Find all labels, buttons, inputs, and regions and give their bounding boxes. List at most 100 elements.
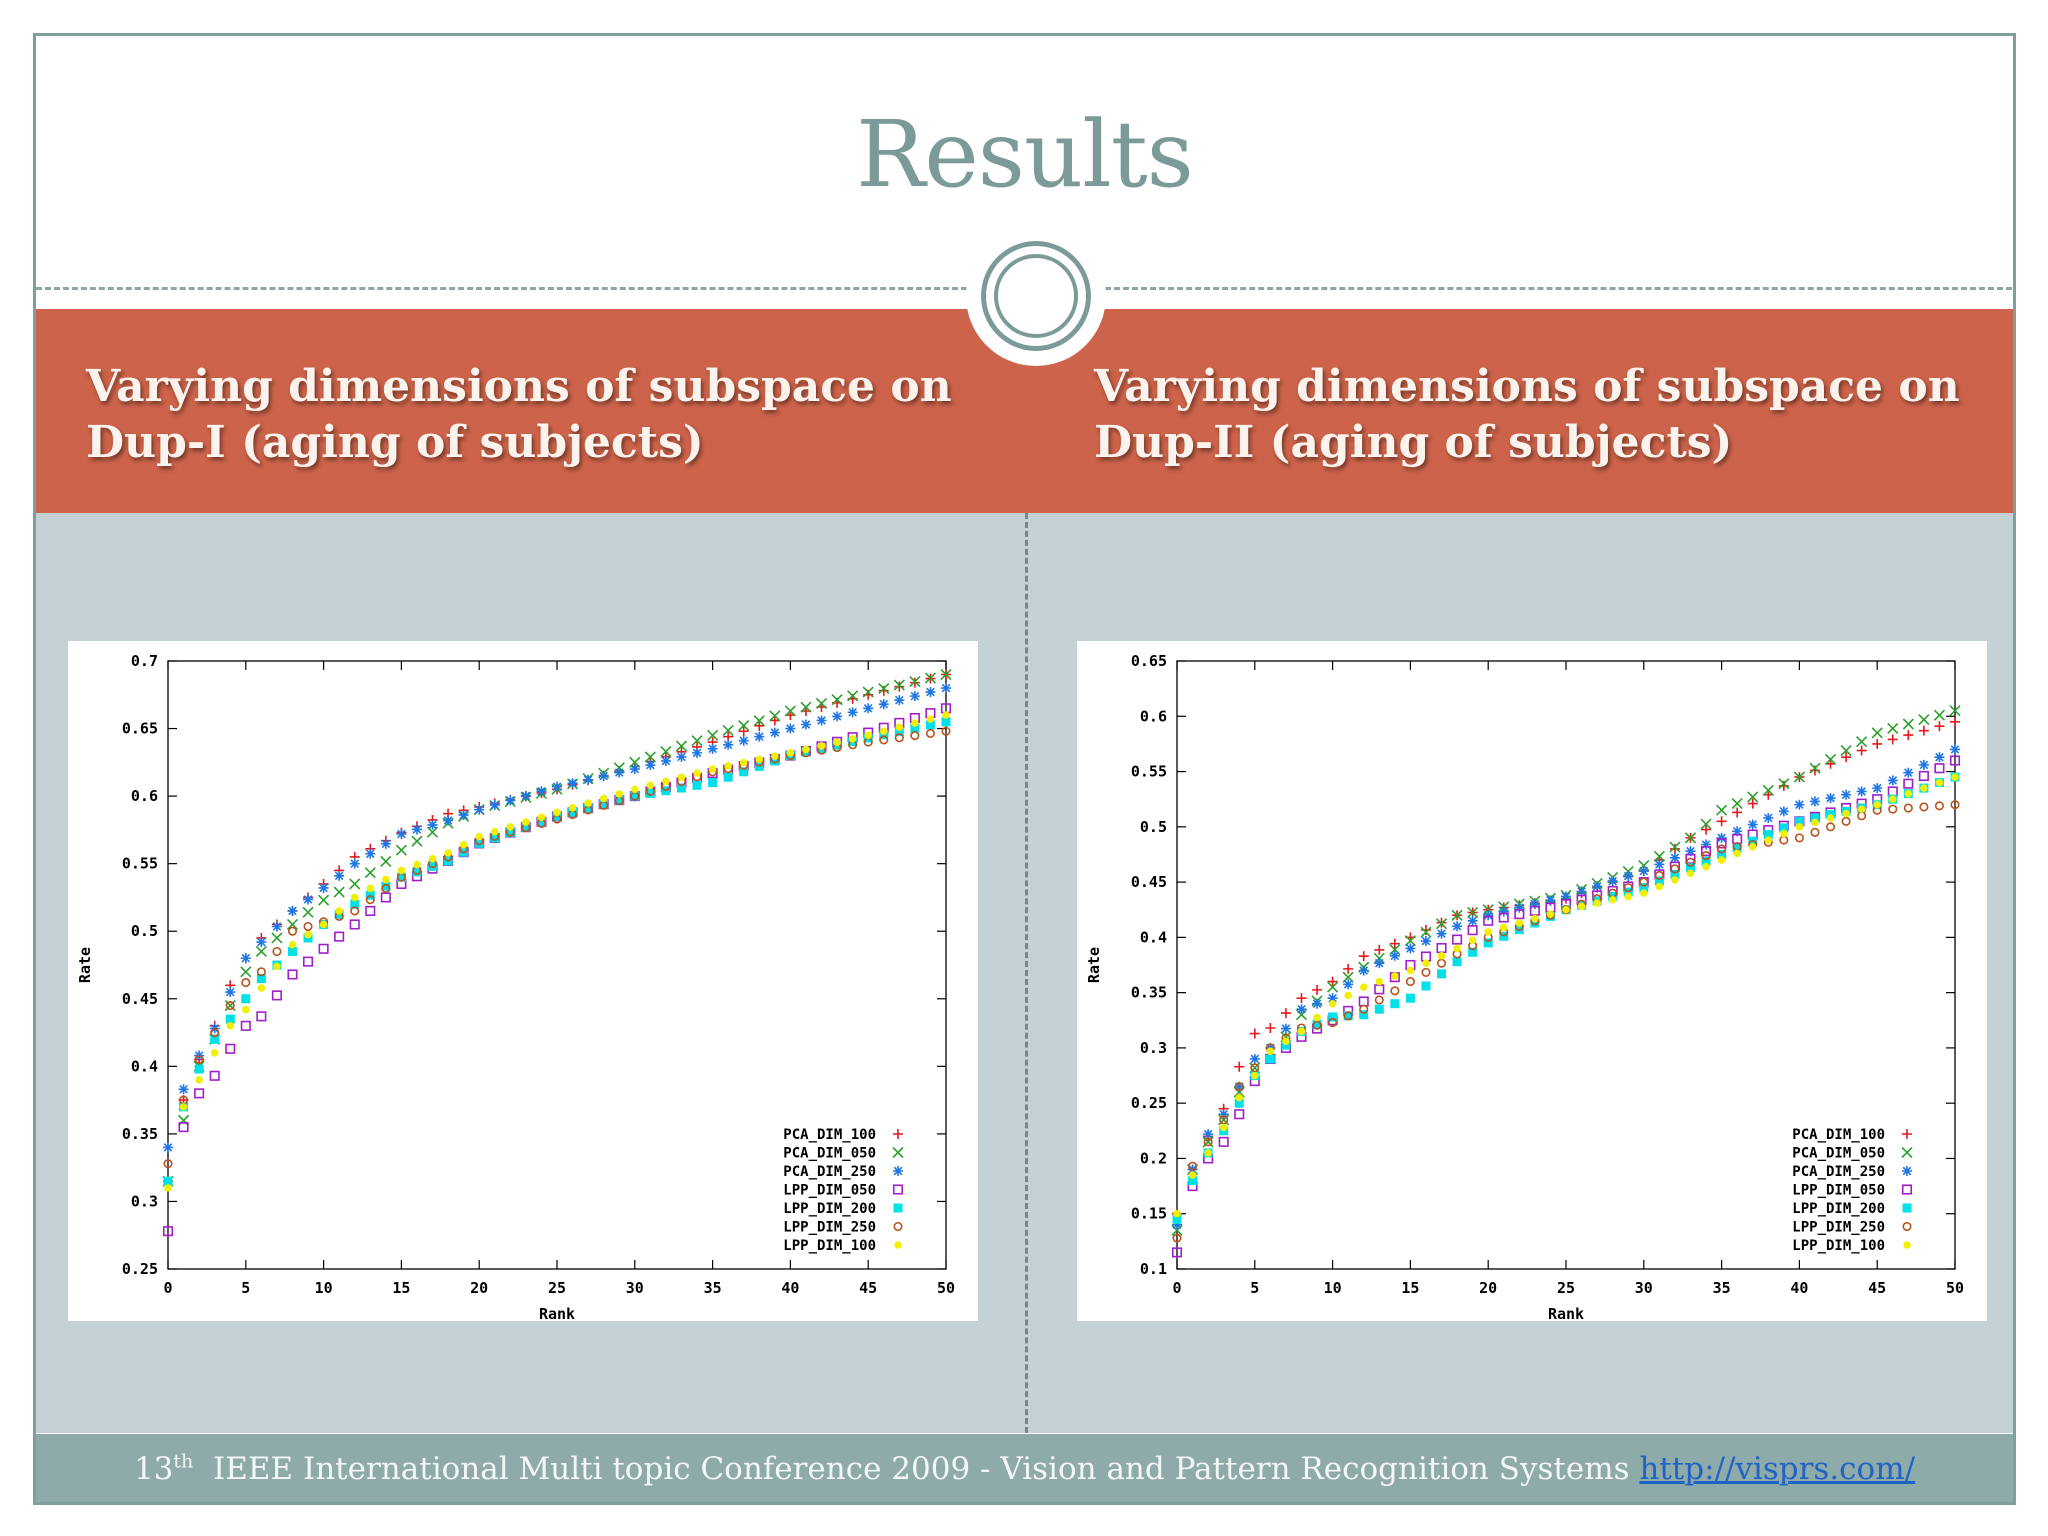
data-point bbox=[1778, 806, 1789, 817]
data-point bbox=[1670, 869, 1680, 879]
data-point bbox=[894, 695, 905, 706]
data-point bbox=[210, 1049, 219, 1057]
y-tick-label: 0.2 bbox=[1140, 1149, 1167, 1167]
data-point bbox=[1733, 849, 1741, 858]
series-pca-dim-250 bbox=[163, 683, 951, 1153]
data-point bbox=[1871, 727, 1883, 739]
data-point bbox=[1234, 1082, 1244, 1092]
data-point bbox=[210, 1034, 220, 1044]
data-point bbox=[1188, 1171, 1197, 1179]
data-point bbox=[1654, 859, 1665, 870]
data-point bbox=[1732, 807, 1743, 818]
legend-marker-symbol bbox=[892, 1146, 904, 1159]
data-point bbox=[1856, 745, 1867, 756]
data-point bbox=[832, 711, 843, 722]
title-divider-left bbox=[36, 287, 976, 290]
data-point bbox=[349, 878, 361, 890]
data-point bbox=[1404, 935, 1416, 947]
y-tick-label: 0.7 bbox=[131, 652, 158, 670]
data-point bbox=[615, 790, 623, 798]
data-point bbox=[660, 755, 671, 766]
data-point bbox=[1762, 784, 1774, 796]
data-point bbox=[1280, 1023, 1291, 1034]
data-point bbox=[800, 719, 811, 730]
legend-label: LPP_DIM_050 bbox=[1792, 1183, 1885, 1199]
y-tick-label: 0.1 bbox=[1140, 1260, 1167, 1278]
data-point bbox=[302, 956, 314, 967]
data-point bbox=[1669, 841, 1681, 853]
data-point bbox=[1669, 843, 1680, 854]
data-point bbox=[1389, 950, 1400, 961]
data-point bbox=[676, 783, 686, 793]
data-point bbox=[1234, 1109, 1245, 1120]
data-point bbox=[1482, 904, 1494, 916]
data-point bbox=[273, 962, 281, 971]
data-point bbox=[847, 707, 858, 718]
data-point bbox=[848, 735, 857, 743]
legend-marker-symbol bbox=[892, 1184, 904, 1195]
slide-title: Results bbox=[856, 101, 1194, 208]
data-point bbox=[225, 1014, 235, 1024]
data-point bbox=[1202, 1136, 1214, 1148]
legend-marker bbox=[1902, 1221, 1912, 1232]
chart-dup-ii-svg: 0 5 10 15 20 25 30 35 40 45 50 0.1 0.15 0.2 0.25 0.3 0.3… bbox=[1085, 652, 1964, 1321]
data-point bbox=[271, 932, 283, 944]
data-point bbox=[1296, 993, 1307, 1004]
data-point bbox=[769, 727, 780, 738]
data-point bbox=[769, 710, 781, 722]
legend-label: LPP_DIM_050 bbox=[783, 1183, 876, 1199]
data-point bbox=[1717, 844, 1727, 854]
data-point bbox=[1685, 857, 1696, 867]
data-point bbox=[1920, 784, 1928, 792]
data-point bbox=[724, 762, 732, 770]
data-point bbox=[1436, 942, 1447, 954]
data-point bbox=[1203, 1137, 1213, 1147]
data-point bbox=[771, 752, 779, 760]
data-point bbox=[272, 946, 282, 957]
data-point bbox=[428, 861, 438, 871]
data-point bbox=[318, 943, 329, 954]
x-tick-label: 10 bbox=[315, 1279, 333, 1297]
data-point bbox=[505, 795, 516, 806]
data-point bbox=[491, 828, 499, 836]
data-point bbox=[242, 1005, 250, 1014]
data-point bbox=[1701, 856, 1711, 866]
legend-marker bbox=[893, 1203, 903, 1213]
data-point bbox=[1250, 1063, 1260, 1073]
legend-marker bbox=[1902, 1129, 1912, 1139]
data-point bbox=[692, 747, 703, 758]
data-point bbox=[1887, 775, 1898, 786]
y-tick-label: 0.3 bbox=[131, 1192, 158, 1210]
data-point bbox=[584, 799, 592, 807]
data-point bbox=[489, 800, 500, 811]
data-point bbox=[644, 751, 656, 763]
data-point bbox=[1327, 981, 1339, 993]
y-tick-label: 0.55 bbox=[1131, 763, 1167, 781]
data-point bbox=[1811, 818, 1819, 827]
x-tick-label: 35 bbox=[1713, 1279, 1731, 1297]
data-point bbox=[381, 883, 391, 893]
series-lpp-dim-100 bbox=[1173, 773, 1959, 1218]
data-point bbox=[178, 1084, 189, 1095]
data-point bbox=[567, 778, 578, 789]
data-point bbox=[1872, 783, 1883, 794]
data-point bbox=[1872, 738, 1883, 749]
data-point bbox=[257, 984, 266, 992]
legend-label: PCA_DIM_250 bbox=[783, 1164, 876, 1180]
data-point bbox=[1918, 725, 1929, 736]
data-point bbox=[302, 906, 314, 918]
x-tick-label: 15 bbox=[392, 1279, 410, 1297]
data-point bbox=[1747, 819, 1758, 830]
data-point bbox=[1717, 849, 1727, 859]
data-point bbox=[1904, 789, 1913, 798]
legend-marker bbox=[1902, 1166, 1912, 1176]
title-ornament-ring bbox=[981, 241, 1091, 351]
data-point bbox=[459, 841, 468, 849]
data-point bbox=[1467, 906, 1479, 919]
data-point bbox=[287, 905, 298, 916]
footer-link[interactable]: http://visprs.com/ bbox=[1639, 1451, 1916, 1487]
data-point bbox=[1841, 789, 1852, 800]
data-point bbox=[738, 735, 749, 746]
y-tick-label: 0.5 bbox=[1140, 818, 1167, 836]
data-point bbox=[522, 818, 530, 826]
